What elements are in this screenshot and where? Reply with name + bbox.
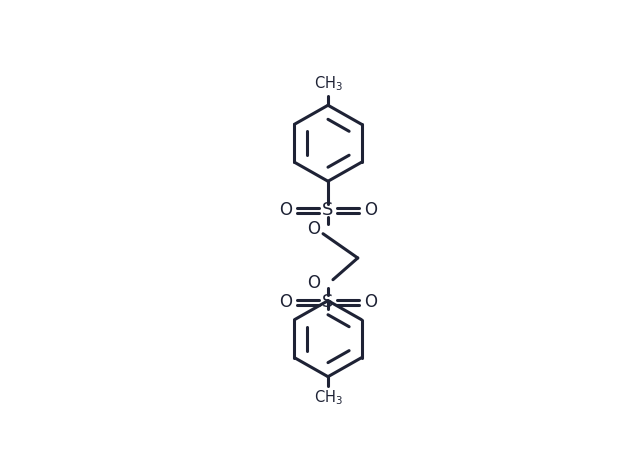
Text: S: S: [323, 293, 333, 311]
Text: CH$_3$: CH$_3$: [314, 75, 342, 94]
Text: O: O: [364, 201, 377, 219]
Text: O: O: [364, 293, 377, 311]
Text: S: S: [323, 201, 333, 219]
Text: O: O: [308, 274, 321, 292]
Text: O: O: [279, 293, 292, 311]
Text: CH$_3$: CH$_3$: [314, 389, 342, 407]
Text: O: O: [279, 201, 292, 219]
Text: O: O: [308, 220, 321, 238]
